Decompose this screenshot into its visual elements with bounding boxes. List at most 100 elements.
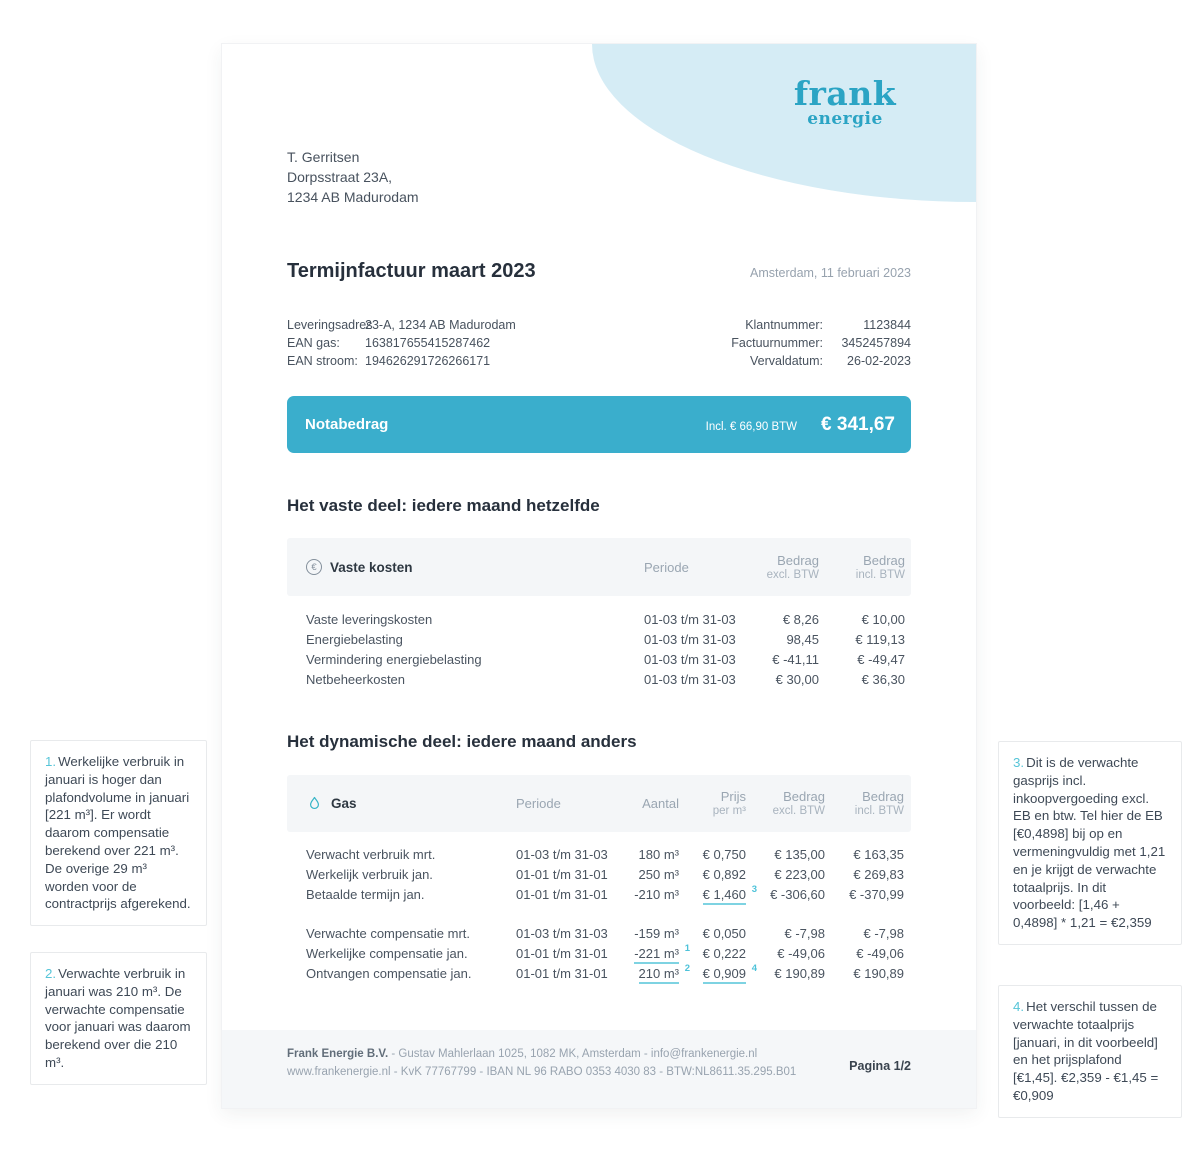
recipient-line: Dorpsstraat 23A,: [287, 169, 393, 185]
table-cell-annotated: € 0,909 4: [679, 963, 757, 984]
meta-entry: EAN gas: 163817655415287462: [287, 334, 516, 352]
column-header-bedrag-excl: Bedrag excl. BTW: [766, 552, 819, 581]
annotation-ref: 4: [751, 963, 757, 974]
table-row-group: Verwacht verbruik mrt. 01-03 t/m 31-03 180…: [306, 845, 904, 905]
meta-value: 163817655415287462: [365, 336, 491, 350]
table-title-label: Gas: [331, 796, 357, 811]
meta-value: 3452457894: [841, 336, 911, 350]
table-cell: 01-03 t/m 31-03: [516, 847, 608, 862]
table-cell: 01-01 t/m 31-01: [516, 887, 608, 902]
table-cell: Ontvangen compensatie jan.: [306, 966, 472, 981]
table-cell: Netbeheerkosten: [306, 672, 406, 687]
gas-table-title: Gas: [306, 795, 516, 812]
table-row: Vermindering energiebelasting 01-03 t/m 3…: [306, 650, 905, 670]
meta-label: Leveringsadres: [287, 318, 373, 332]
logo-wordmark: frank: [793, 74, 897, 113]
table-cell: € -41,11: [772, 652, 819, 667]
annotation-number: 4.: [1013, 999, 1025, 1014]
table-cell-annotated: 210 m³ 2: [616, 963, 690, 984]
column-header-periode: Periode: [644, 559, 689, 575]
underlined-value: -221 m³ 1: [634, 943, 690, 964]
underlined-value: € 1,460 3: [702, 884, 757, 905]
meta-label: EAN gas:: [287, 336, 340, 350]
annotation-text: Dit is de verwachte gasprijs incl. inkoo…: [1013, 755, 1166, 931]
column-header-aantal: Aantal: [642, 796, 679, 811]
meta-entry: EAN stroom: 194626291726266171: [287, 352, 516, 370]
fixed-costs-table-body: Vaste leveringskosten 01-03 t/m 31-03 € 8,…: [287, 610, 911, 690]
corner-decoration: [592, 44, 976, 202]
table-cell: 01-03 t/m 31-03: [516, 926, 608, 941]
underlined-value: 210 m³ 2: [638, 963, 690, 984]
table-cell: € 10,00: [861, 612, 905, 627]
table-cell: 01-01 t/m 31-01: [516, 946, 608, 961]
annotation-text: Het verschil tussen de verwachte totaalp…: [1013, 999, 1159, 1103]
table-cell: € -306,60: [770, 887, 825, 902]
logo-subtitle: energie: [807, 109, 883, 129]
table-cell: € 0,750: [702, 847, 746, 862]
column-header-bedrag-excl: Bedrag excl. BTW: [772, 789, 825, 817]
table-cell: Vaste leveringskosten: [306, 612, 433, 627]
table-cell: € 8,26: [782, 612, 819, 627]
total-bar-label: Notabedrag: [305, 416, 389, 433]
annotation-note-4: 4. Het verschil tussen de verwachte totaa…: [998, 985, 1182, 1118]
annotation-ref: 1: [684, 943, 690, 954]
fixed-costs-table-title: € Vaste kosten: [306, 559, 644, 575]
table-cell-annotated: -221 m³ 1: [616, 943, 690, 964]
column-header-bedrag-incl: Bedrag incl. BTW: [854, 789, 904, 817]
table-row: Vaste leveringskosten 01-03 t/m 31-03 € 8,…: [306, 610, 905, 630]
table-cell: € 269,83: [853, 867, 904, 882]
table-cell: -210 m³: [634, 887, 679, 902]
delivery-meta: Leveringsadres 23-A, 1234 AB Madurodam EAN…: [287, 316, 516, 370]
table-cell: € 119,13: [855, 632, 905, 647]
table-cell: 01-03 t/m 31-03: [644, 672, 736, 687]
table-row: Verwacht verbruik mrt. 01-03 t/m 31-03 180…: [306, 845, 904, 865]
meta-label: Klantnummer:: [745, 318, 823, 332]
total-btw-amount: Incl. € 66,90 BTW: [705, 420, 798, 433]
table-row-group: Verwachte compensatie mrt. 01-03 t/m 31-0…: [306, 924, 904, 984]
annotation-number: 2.: [45, 966, 57, 981]
footer-line-2: www.frankenergie.nl - KvK 77767799 - IBA…: [287, 1066, 797, 1078]
column-header-periode: Periode: [516, 796, 561, 811]
table-cell: 180 m³: [638, 847, 679, 862]
annotation-text: Werkelijke verbruik in januari is hoger …: [45, 754, 191, 912]
table-cell: € -49,06: [856, 946, 904, 961]
table-cell: € -49,06: [777, 946, 825, 961]
meta-value: 26-02-2023: [847, 354, 911, 368]
recipient-line: T. Gerritsen: [287, 149, 360, 165]
meta-entry: Leveringsadres 23-A, 1234 AB Madurodam: [287, 316, 516, 334]
table-cell: -159 m³: [634, 926, 679, 941]
table-row: Verwachte compensatie mrt. 01-03 t/m 31-0…: [306, 924, 904, 944]
table-cell: € 30,00: [775, 672, 819, 687]
table-cell: Vermindering energiebelasting: [306, 652, 482, 667]
annotation-note-2: 2. Verwachte verbruik in januari was 210 …: [30, 952, 207, 1085]
table-cell: € -7,98: [863, 926, 904, 941]
section-heading-dynamic: Het dynamische deel: iedere maand anders: [287, 732, 637, 751]
meta-value: 23-A, 1234 AB Madurodam: [365, 318, 516, 332]
table-cell: 01-01 t/m 31-01: [516, 867, 608, 882]
table-row: Netbeheerkosten 01-03 t/m 31-03 € 30,00 € 3…: [306, 670, 905, 690]
table-cell: € 0,222: [702, 946, 746, 961]
table-cell: € -49,47: [857, 652, 905, 667]
table-cell: 250 m³: [638, 867, 679, 882]
total-amount-bar: Notabedrag Incl. € 66,90 BTW € 341,67: [287, 396, 911, 453]
table-cell: Energiebelasting: [306, 632, 403, 647]
annotation-text: Verwachte verbruik in januari was 210 m³…: [45, 966, 191, 1070]
table-cell: € -370,99: [849, 887, 904, 902]
invoice-date: Amsterdam, 11 februari 2023: [750, 266, 911, 280]
table-cell: 01-03 t/m 31-03: [644, 632, 736, 647]
table-cell: Verwachte compensatie mrt.: [306, 926, 471, 941]
table-row: Ontvangen compensatie jan. 01-01 t/m 31-0…: [306, 963, 904, 984]
table-cell: € -7,98: [784, 926, 825, 941]
table-row: Werkelijk verbruik jan. 01-01 t/m 31-01 25…: [306, 865, 904, 885]
table-cell: Werkelijke compensatie jan.: [306, 946, 468, 961]
table-cell: € 190,89: [774, 966, 825, 981]
table-cell: 01-01 t/m 31-01: [516, 966, 608, 981]
table-cell: Betaalde termijn jan.: [306, 887, 425, 902]
frank-energie-logo: frank energie: [785, 77, 905, 129]
gas-table-header: Gas Periode Aantal Prijs per m³ Bedrag e…: [287, 775, 911, 832]
annotation-ref: 3: [751, 884, 757, 895]
table-cell-annotated: € 1,460 3: [679, 884, 757, 905]
invoice-page: frank energie T. Gerritsen Dorpsstraat 23…: [222, 44, 976, 1108]
column-header-bedrag-incl: Bedrag incl. BTW: [855, 552, 905, 581]
table-cell: 98,45: [786, 632, 819, 647]
